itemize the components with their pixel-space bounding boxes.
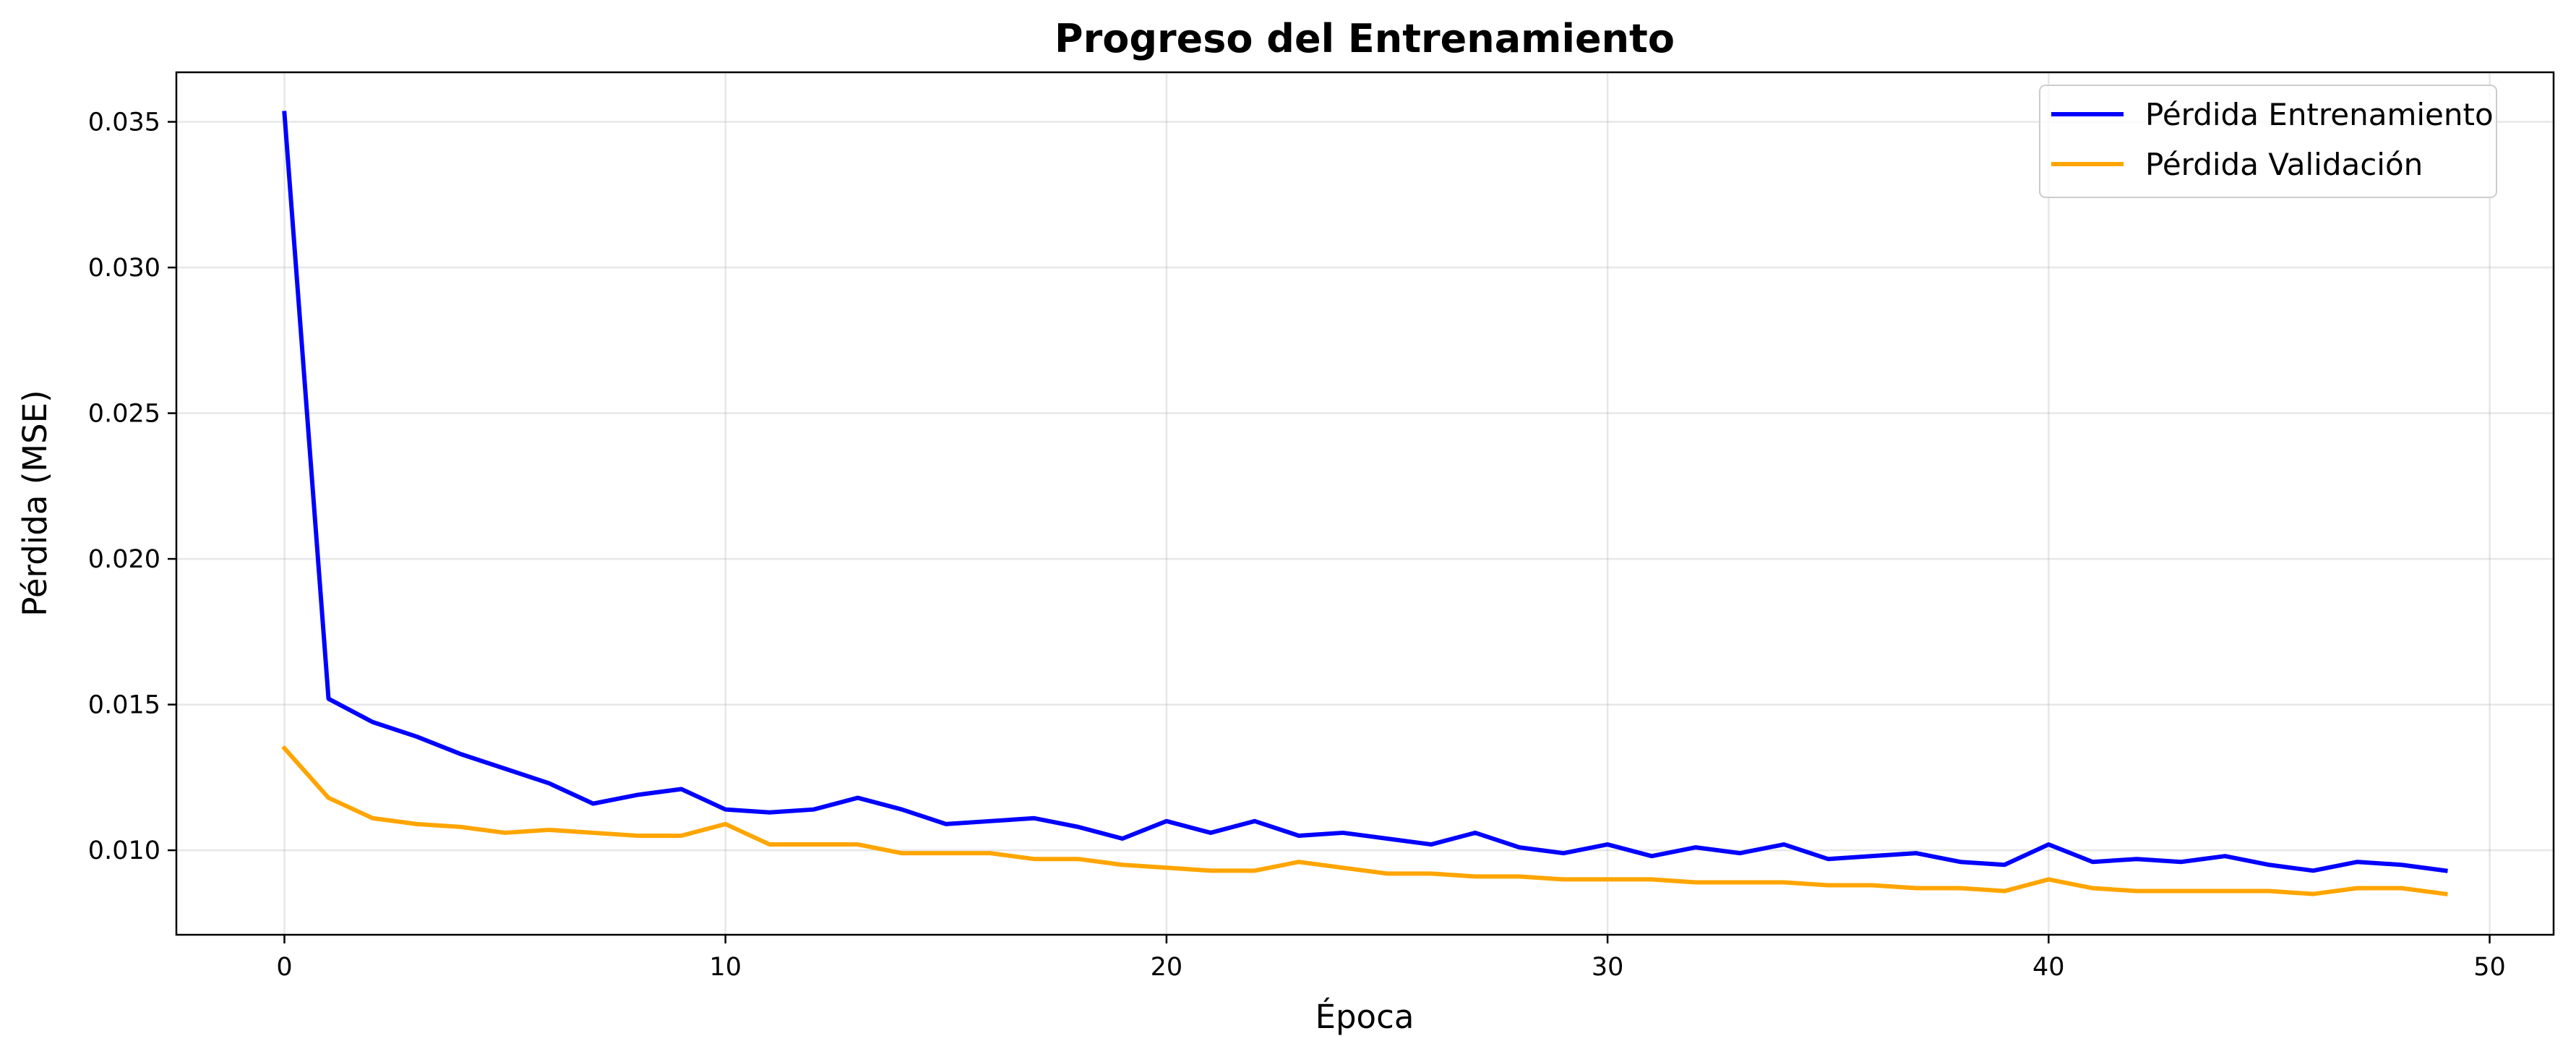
x-tick-label: 0 (276, 953, 292, 982)
y-tick-label: 0.020 (88, 545, 160, 574)
legend: Pérdida Entrenamiento Pérdida Validación (2039, 85, 2497, 198)
x-tick-label: 50 (2473, 953, 2506, 982)
y-tick-label: 0.035 (88, 108, 160, 137)
y-tick-label: 0.015 (88, 691, 160, 720)
grid (176, 72, 2554, 935)
legend-box (2039, 85, 2497, 198)
plot-area-frame (175, 71, 2555, 936)
chart-title: Progreso del Entrenamiento (1055, 16, 1675, 61)
series-lines (281, 111, 2448, 896)
y-tick-label: 0.025 (88, 400, 160, 429)
x-tick-label: 40 (2032, 953, 2065, 982)
x-tick-label: 20 (1151, 953, 1183, 982)
y-axis-title: Pérdida (MSE) (16, 390, 54, 616)
legend-label-validation: Pérdida Validación (2145, 147, 2423, 182)
series-line-validation-loss (281, 745, 2448, 896)
series-line-training-loss (282, 111, 2448, 873)
y-tick-label: 0.030 (88, 254, 160, 283)
legend-label-training: Pérdida Entrenamiento (2145, 97, 2494, 132)
x-tick-label: 30 (1592, 953, 1624, 982)
axis-ticks: 0 10 20 30 40 50 0.010 0.015 0.020 0.025 0.030 0.03… (88, 108, 2506, 982)
y-tick-label: 0.010 (88, 836, 160, 865)
x-axis-title: Época (1315, 998, 1414, 1036)
x-tick-label: 10 (709, 953, 742, 982)
